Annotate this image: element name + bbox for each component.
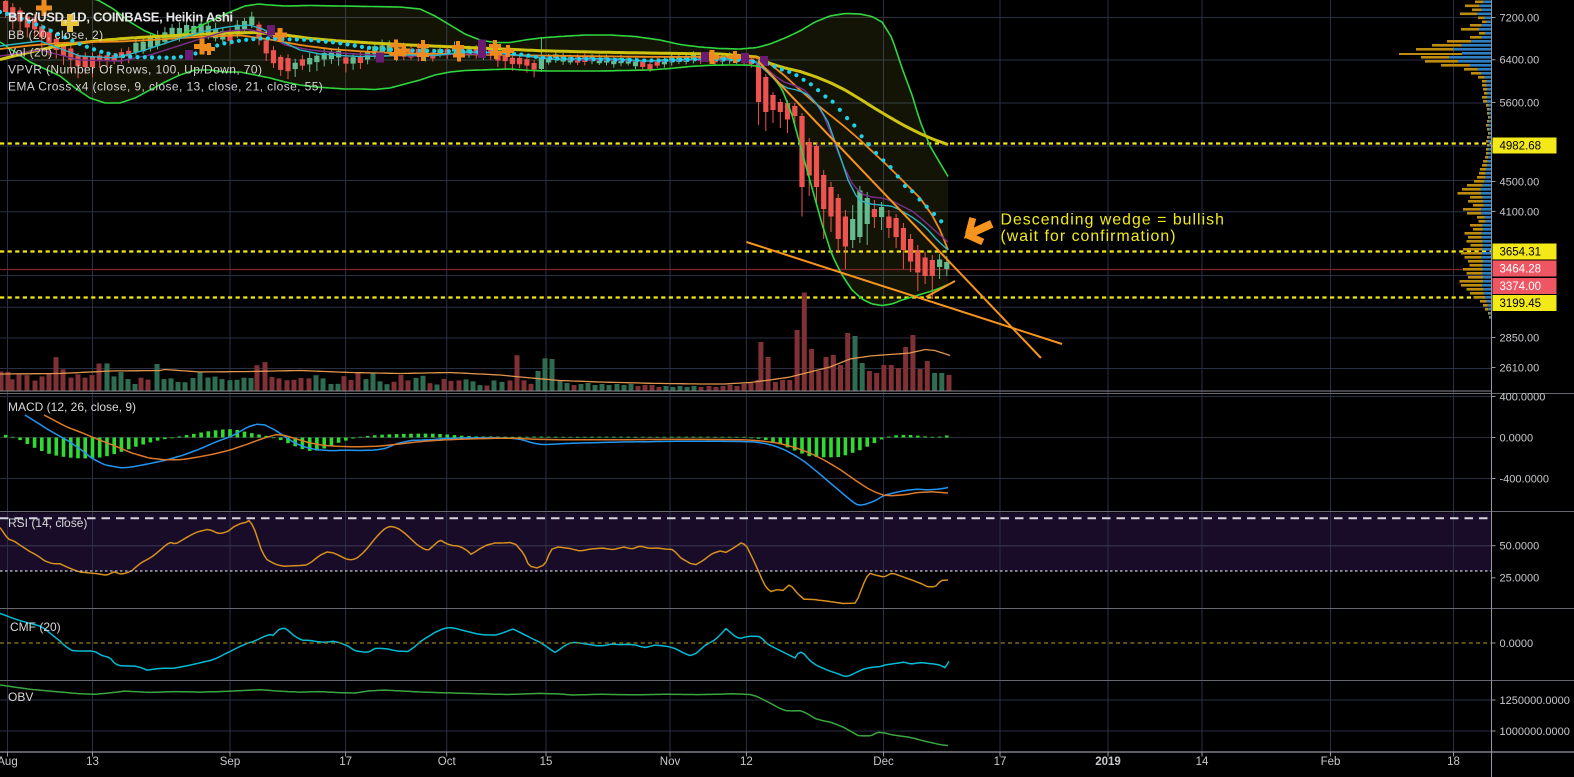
svg-text:25.0000: 25.0000 (1500, 573, 1540, 585)
svg-text:3199.45: 3199.45 (1500, 298, 1542, 310)
svg-text:Descending wedge = bullish: Descending wedge = bullish (1001, 212, 1225, 229)
svg-text:RSI (14, close): RSI (14, close) (8, 516, 87, 530)
svg-text:Oct: Oct (438, 756, 457, 768)
svg-text:3654.31: 3654.31 (1500, 247, 1542, 259)
svg-text:Nov: Nov (660, 756, 681, 768)
svg-text:400.0000: 400.0000 (1500, 391, 1546, 403)
svg-text:BB (20, close, 2): BB (20, close, 2) (8, 28, 104, 42)
svg-text:2019: 2019 (1095, 756, 1121, 768)
svg-text:17: 17 (994, 756, 1007, 768)
svg-text:13: 13 (86, 756, 99, 768)
svg-text:2610.00: 2610.00 (1500, 362, 1540, 374)
svg-text:1250000.0000: 1250000.0000 (1500, 695, 1570, 707)
svg-text:Dec: Dec (873, 756, 894, 768)
svg-text:Sep: Sep (220, 756, 240, 768)
svg-text:3374.00: 3374.00 (1500, 281, 1542, 293)
svg-text:18: 18 (1447, 756, 1460, 768)
svg-text:OBV: OBV (8, 690, 33, 704)
svg-text:17: 17 (339, 756, 352, 768)
svg-text:6400.00: 6400.00 (1500, 55, 1540, 67)
svg-text:BTC/USD, 1D, COINBASE, Heikin: BTC/USD, 1D, COINBASE, Heikin Ashi (8, 10, 233, 25)
svg-text:14: 14 (1196, 756, 1209, 768)
svg-text:EMA Cross x4 (close, 9, close,: EMA Cross x4 (close, 9, close, 13, close… (8, 80, 323, 94)
svg-text:50.0000: 50.0000 (1500, 541, 1540, 553)
svg-text:-400.0000: -400.0000 (1500, 473, 1550, 485)
svg-text:4500.00: 4500.00 (1500, 176, 1540, 188)
svg-text:Feb: Feb (1321, 756, 1341, 768)
svg-text:Vol (20): Vol (20) (8, 46, 53, 60)
svg-text:1000000.0000: 1000000.0000 (1500, 726, 1570, 738)
svg-text:0.0000: 0.0000 (1500, 638, 1534, 650)
svg-text:VPVR (Number Of Rows, 100, Up/: VPVR (Number Of Rows, 100, Up/Down, 70) (8, 63, 262, 77)
svg-text:(wait for confirmation): (wait for confirmation) (1001, 228, 1177, 245)
svg-text:7200.00: 7200.00 (1500, 12, 1540, 24)
svg-text:5600.00: 5600.00 (1500, 97, 1540, 109)
svg-text:CMF (20): CMF (20) (10, 620, 61, 634)
svg-text:4100.00: 4100.00 (1500, 206, 1540, 218)
svg-text:3464.28: 3464.28 (1500, 264, 1542, 276)
svg-text:Aug: Aug (0, 756, 18, 768)
svg-text:12: 12 (740, 756, 753, 768)
svg-text:15: 15 (540, 756, 553, 768)
svg-text:MACD (12, 26, close, 9): MACD (12, 26, close, 9) (8, 400, 136, 414)
svg-text:2850.00: 2850.00 (1500, 332, 1540, 344)
svg-text:0.0000: 0.0000 (1500, 432, 1534, 444)
svg-text:4982.68: 4982.68 (1500, 141, 1542, 153)
